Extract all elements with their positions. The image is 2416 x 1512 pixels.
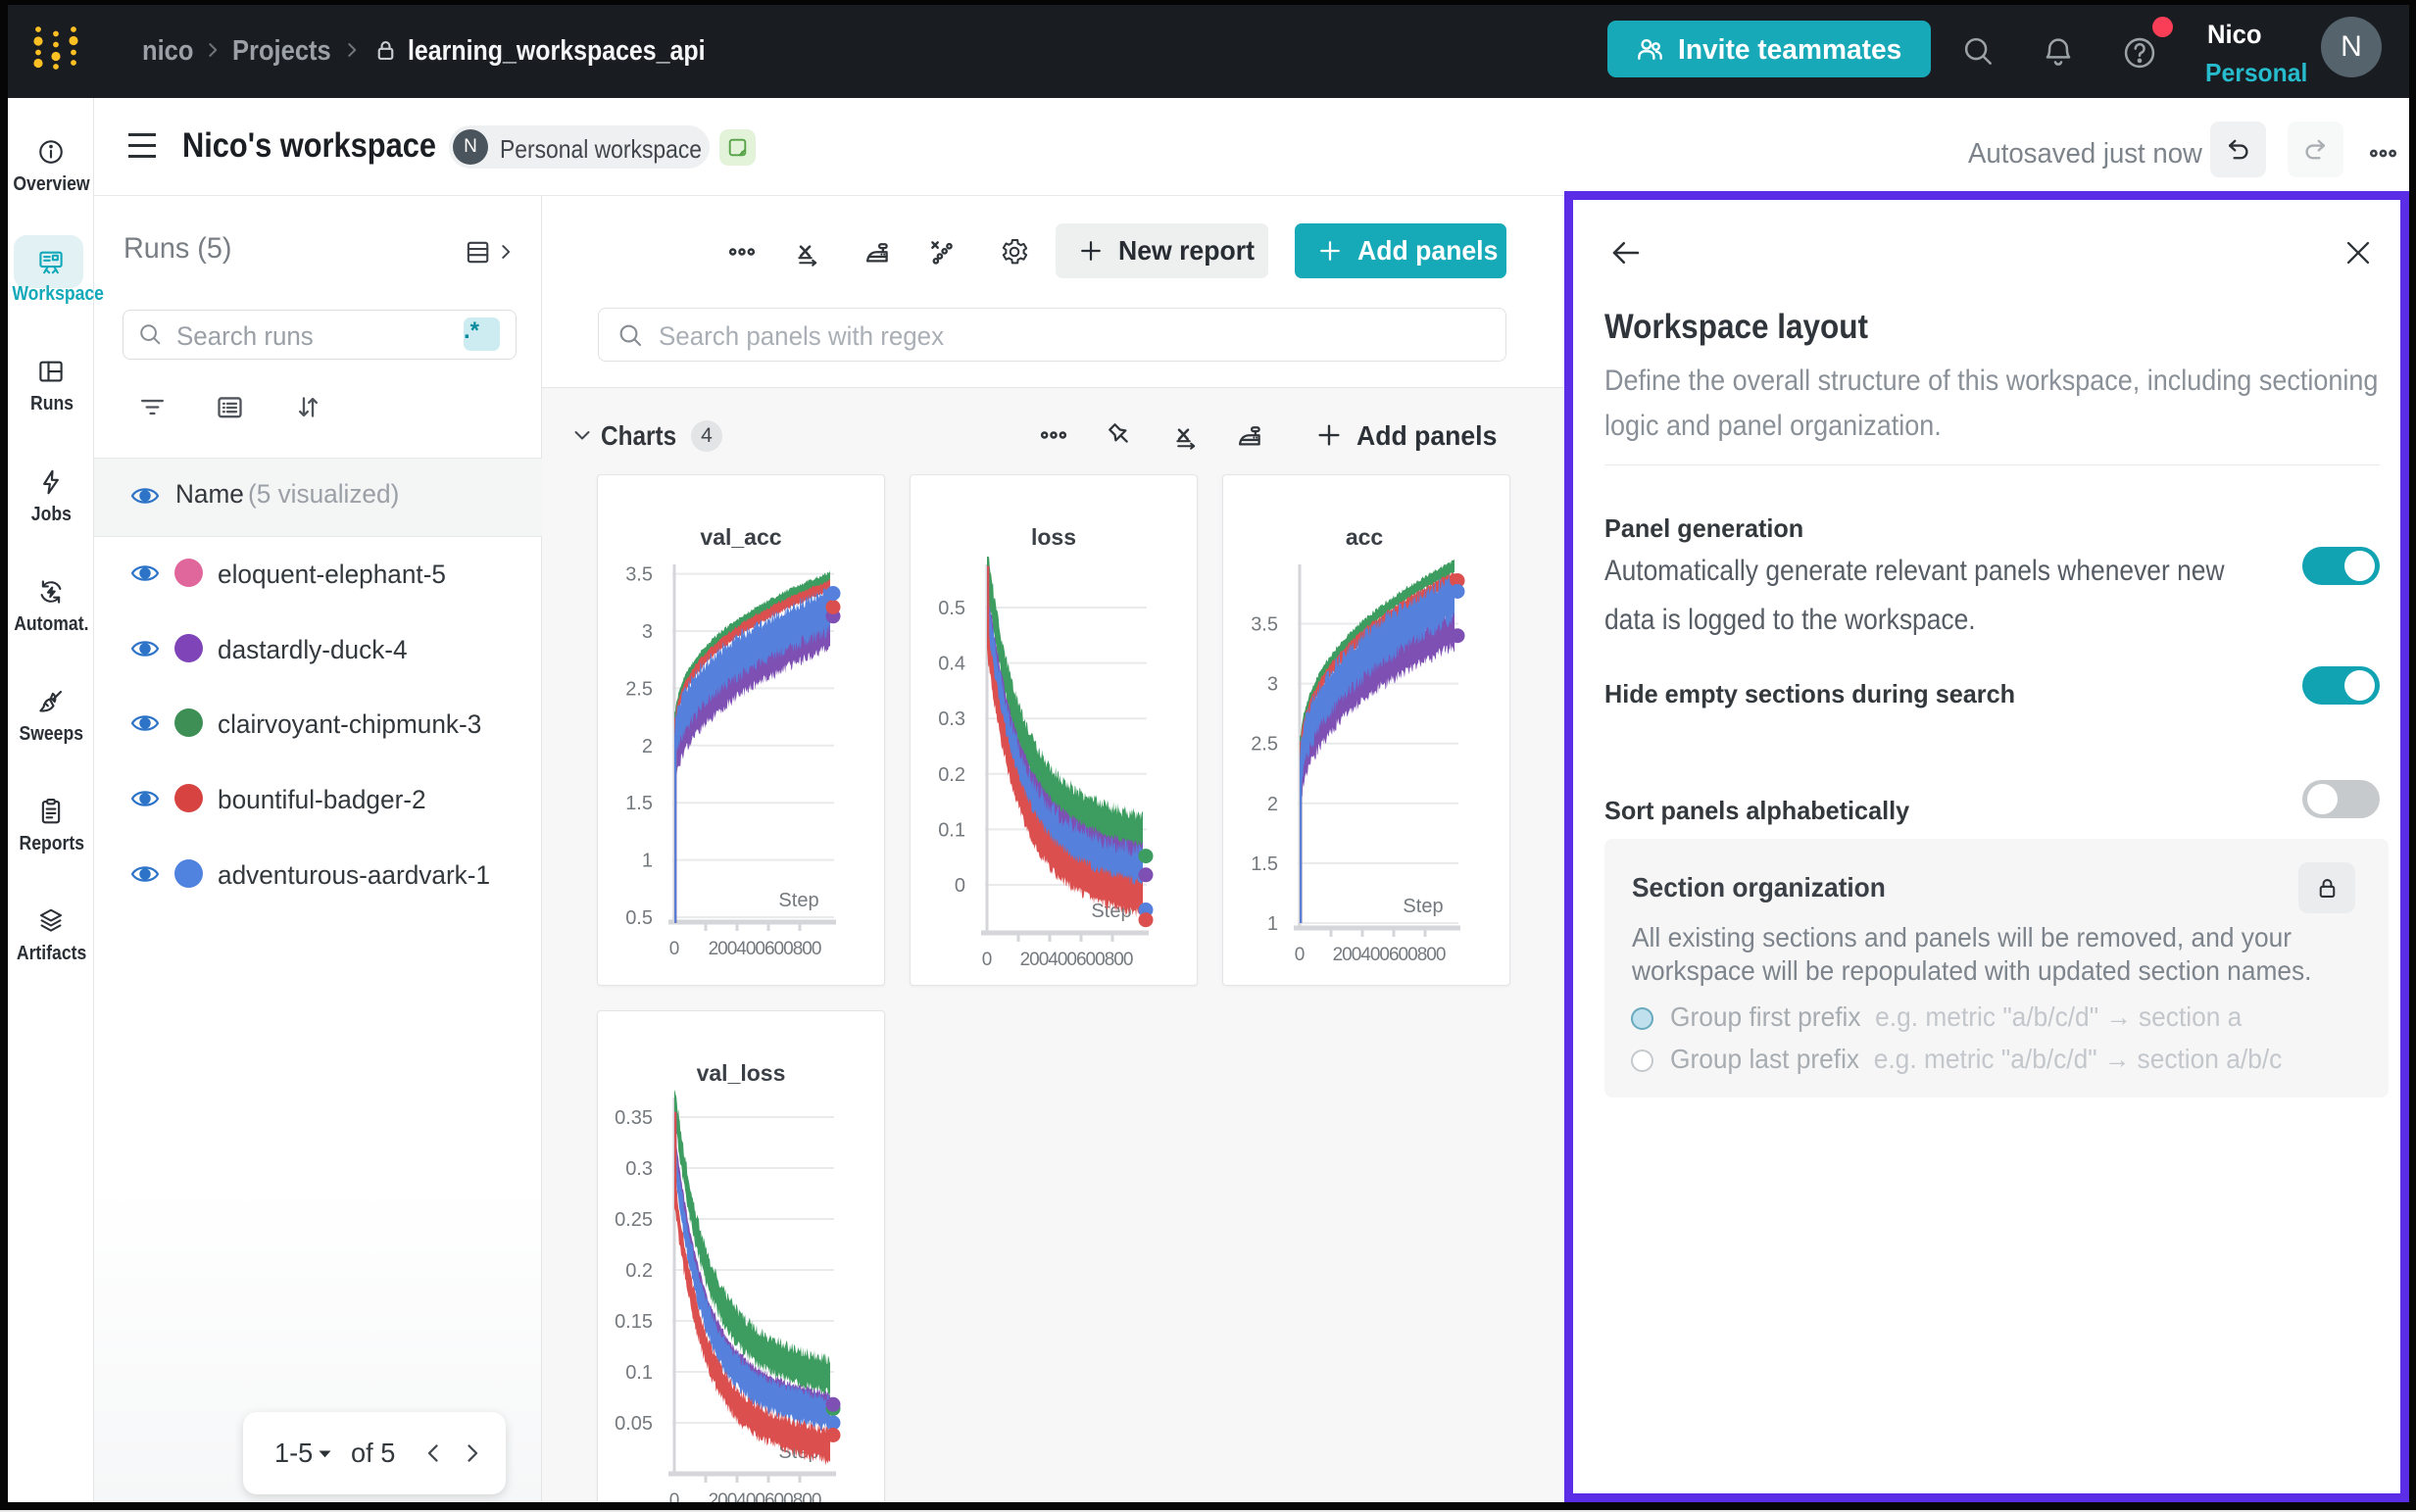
svg-text:0.2: 0.2 xyxy=(938,764,965,786)
svg-text:0: 0 xyxy=(955,875,965,897)
svg-text:0.4: 0.4 xyxy=(938,654,965,675)
svg-text:1.5: 1.5 xyxy=(625,793,653,814)
svg-text:3: 3 xyxy=(1267,674,1278,696)
svg-text:1: 1 xyxy=(1267,913,1278,935)
svg-text:3.5: 3.5 xyxy=(625,564,653,586)
svg-text:val_loss: val_loss xyxy=(697,1060,786,1086)
svg-text:0.3: 0.3 xyxy=(938,708,965,730)
svg-text:2: 2 xyxy=(642,736,653,757)
svg-text:2.5: 2.5 xyxy=(1251,734,1278,756)
svg-text:0.25: 0.25 xyxy=(615,1209,653,1231)
svg-text:3: 3 xyxy=(642,621,653,643)
svg-text:0.3: 0.3 xyxy=(625,1158,653,1180)
svg-text:Step: Step xyxy=(1403,896,1443,917)
svg-text:200400600800: 200400600800 xyxy=(1020,950,1133,970)
svg-text:0.5: 0.5 xyxy=(938,598,965,619)
svg-text:0: 0 xyxy=(1295,945,1306,965)
svg-text:1: 1 xyxy=(642,851,653,872)
svg-text:0: 0 xyxy=(669,1490,680,1511)
svg-text:0: 0 xyxy=(982,950,993,970)
svg-text:3.5: 3.5 xyxy=(1251,614,1278,636)
svg-text:0.35: 0.35 xyxy=(615,1107,653,1129)
svg-text:0: 0 xyxy=(669,939,680,959)
svg-text:2.5: 2.5 xyxy=(625,678,653,700)
svg-text:1.5: 1.5 xyxy=(1251,854,1278,875)
svg-text:val_acc: val_acc xyxy=(700,524,781,550)
svg-text:0.5: 0.5 xyxy=(625,907,653,929)
svg-text:0.15: 0.15 xyxy=(615,1311,653,1333)
svg-text:200400600800: 200400600800 xyxy=(709,939,821,959)
svg-text:0.05: 0.05 xyxy=(615,1413,653,1435)
svg-text:loss: loss xyxy=(1031,524,1076,550)
svg-text:0.1: 0.1 xyxy=(938,819,965,841)
svg-text:Step: Step xyxy=(778,890,818,911)
svg-text:0.1: 0.1 xyxy=(625,1362,653,1384)
svg-text:2: 2 xyxy=(1267,794,1278,815)
svg-text:0.2: 0.2 xyxy=(625,1260,653,1282)
svg-text:acc: acc xyxy=(1346,524,1384,550)
svg-text:200400600800: 200400600800 xyxy=(1333,945,1446,965)
